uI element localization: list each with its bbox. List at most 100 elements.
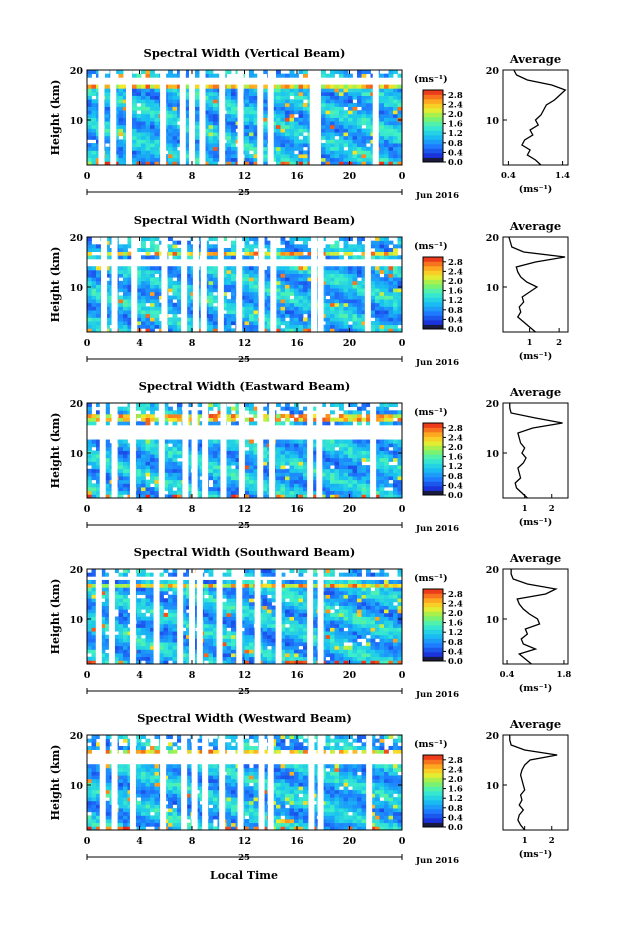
heatmap-cell [105, 102, 110, 107]
heatmap-cell [298, 487, 304, 492]
heatmap-cell [208, 321, 214, 326]
heatmap-cell [141, 240, 146, 245]
heatmap-cell [384, 150, 389, 155]
x-tick-label: 0 [399, 504, 406, 515]
heatmap-cell [145, 102, 151, 107]
heatmap-cell [186, 443, 191, 448]
heatmap-cell [352, 483, 358, 488]
heatmap-cell [352, 91, 358, 96]
heatmap-cell [199, 483, 205, 488]
heatmap-cell [177, 106, 182, 111]
heatmap-cell [118, 269, 124, 274]
heatmap-cell [397, 454, 403, 459]
heatmap-cell [330, 313, 335, 318]
heatmap-cell [244, 95, 250, 100]
heatmap-cell [334, 461, 340, 466]
heatmap-cell [280, 73, 286, 78]
heatmap-cell [294, 479, 299, 484]
heatmap-cell [208, 247, 214, 253]
heatmap-cell [285, 84, 290, 89]
heatmap-cell [168, 269, 173, 274]
heatmap-cell [289, 487, 295, 492]
heatmap-cell [249, 461, 254, 466]
heatmap-cell [276, 95, 281, 100]
heatmap-cell [361, 247, 367, 253]
heatmap-cell [366, 454, 371, 459]
heatmap-cell [244, 244, 250, 249]
heatmap-cell [127, 240, 133, 245]
heatmap-cell [343, 244, 349, 249]
heatmap-cell [303, 150, 308, 155]
heatmap-cell [235, 461, 241, 466]
heatmap-cell [289, 91, 295, 96]
heatmap-cell [280, 106, 286, 111]
heatmap-cell [96, 313, 101, 318]
heatmap-cell [352, 95, 358, 100]
heatmap-cell [87, 266, 92, 271]
heatmap-cell [244, 91, 250, 96]
heatmap-cell [114, 653, 119, 658]
heatmap-cell [361, 457, 367, 462]
heatmap-cell [276, 139, 281, 144]
heatmap-cell [186, 483, 191, 488]
heatmap-cell [217, 487, 223, 492]
heatmap-cell [343, 157, 349, 162]
heatmap-cell [361, 406, 367, 411]
heatmap-cell [285, 288, 290, 293]
heatmap-cell [379, 472, 385, 477]
heatmap-cell [267, 291, 272, 296]
heatmap-cell [343, 476, 349, 481]
heatmap-cell [249, 273, 254, 278]
heatmap-cell [262, 487, 268, 492]
heatmap-cell [118, 494, 124, 499]
heatmap-cell [352, 494, 358, 499]
heatmap-cell [186, 128, 191, 133]
heatmap-cell [357, 139, 362, 144]
heatmap-cell [384, 299, 389, 304]
heatmap-cell [379, 132, 385, 137]
heatmap-cell [339, 255, 344, 260]
heatmap-cell [276, 483, 281, 488]
heatmap-cell [213, 468, 218, 473]
heatmap-cell [303, 237, 308, 242]
heatmap-cell [253, 446, 259, 451]
heatmap-cell [357, 237, 362, 242]
heatmap-cell [262, 84, 268, 89]
heatmap-cell [91, 157, 97, 162]
heatmap-cell [123, 487, 128, 492]
heatmap-cell [226, 269, 232, 274]
heatmap-cell [289, 302, 295, 307]
heatmap-cell [159, 653, 164, 658]
heatmap-cell [91, 88, 97, 93]
heatmap-cell [352, 413, 358, 419]
heatmap-cell [271, 656, 277, 661]
heatmap-cell [150, 284, 155, 289]
heatmap-cell [208, 110, 214, 115]
heatmap-cell [114, 150, 119, 155]
heatmap-cell [262, 450, 268, 455]
heatmap-cell [235, 494, 241, 499]
heatmap-cell [231, 117, 236, 122]
heatmap-cell [366, 413, 371, 419]
heatmap-cell [384, 295, 389, 300]
heatmap-cell [186, 110, 191, 115]
heatmap-cell [393, 88, 398, 93]
heatmap-cell [249, 450, 254, 455]
heatmap-cell [276, 450, 281, 455]
heatmap-cell [366, 132, 371, 137]
heatmap-cell [114, 146, 119, 151]
heatmap-cell [397, 132, 403, 137]
heatmap-cell [136, 124, 142, 129]
heatmap-cell [154, 143, 160, 148]
heatmap-cell [226, 95, 232, 100]
heatmap-cell [168, 132, 173, 137]
heatmap-cell [379, 237, 385, 242]
heatmap-cell [357, 269, 362, 274]
heatmap-cell [87, 421, 92, 426]
heatmap-cell [366, 457, 371, 462]
heatmap-cell [262, 656, 268, 661]
heatmap-cell [357, 295, 362, 300]
heatmap-cell [343, 479, 349, 484]
heatmap-cell [330, 302, 335, 307]
heatmap-cell [226, 135, 232, 140]
